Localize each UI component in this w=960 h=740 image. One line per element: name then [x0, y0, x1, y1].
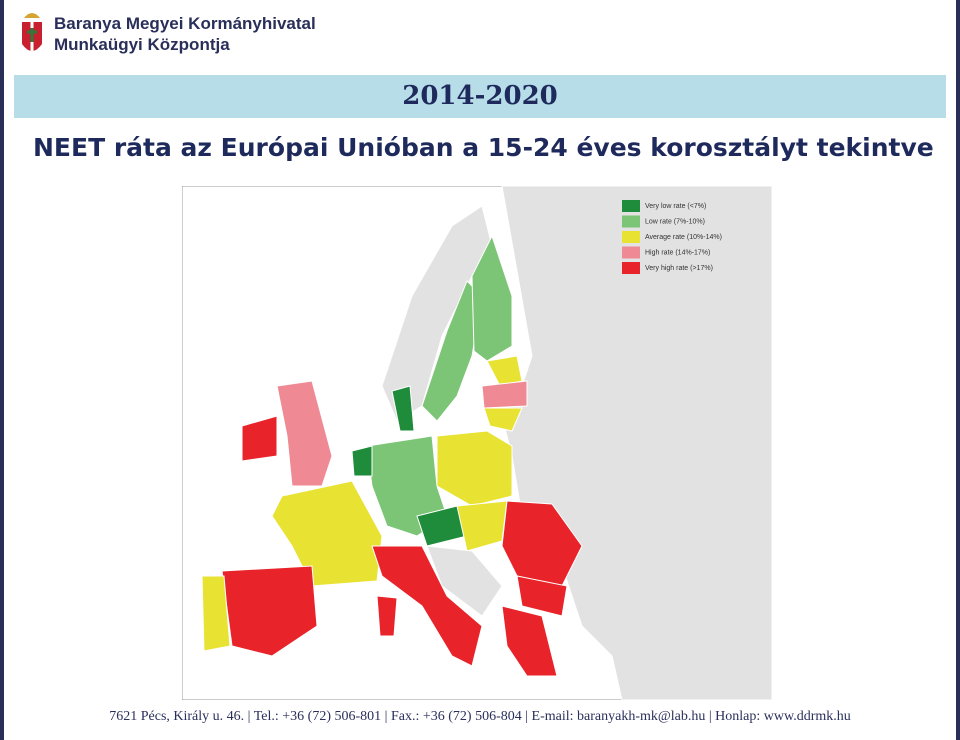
legend-swatch — [622, 200, 640, 212]
org-name: Munkaügyi Központja — [54, 35, 230, 54]
slide-title: NEET ráta az Európai Unióban a 15-24 éve… — [33, 133, 934, 162]
period-banner: 2014-2020 — [14, 75, 946, 118]
legend-swatch — [622, 215, 640, 228]
legend-swatch — [622, 231, 640, 243]
crest — [22, 13, 42, 54]
legend-label: Low rate (7%-10%) — [645, 218, 705, 225]
legend-label: Very low rate (<7%) — [645, 203, 706, 210]
legend-swatch — [622, 246, 640, 259]
org-name: Baranya Megyei Kormányhivatal — [54, 14, 316, 33]
border — [0, 0, 4, 740]
land — [201, 186, 772, 700]
legend-label: Average rate (10%-14%) — [645, 234, 722, 241]
legend-label: High rate (14%-17%) — [645, 249, 710, 256]
footer: 7621 Pécs, Király u. 46. | Tel.: +36 (72… — [109, 709, 851, 724]
legend-swatch — [622, 262, 640, 274]
legend-label: Very high rate (>17%) — [645, 265, 713, 272]
map: Very low rate (<7%) Low rate (7%-10%) Aver… — [182, 186, 772, 700]
border — [956, 0, 960, 740]
